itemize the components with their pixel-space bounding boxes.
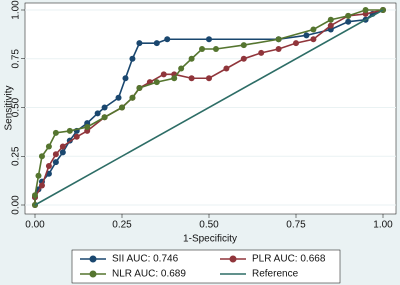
point [59,143,66,150]
y-axis-label: Sensitivity [4,85,15,130]
point [52,129,59,136]
point [115,94,122,101]
point [119,104,125,111]
point [101,114,108,121]
legend-marker [229,255,237,263]
point [153,40,160,47]
point [52,159,59,166]
point [240,55,247,62]
legend-marker [89,255,97,263]
x-axis-label: 1-Specificity [183,234,237,245]
point [206,75,212,82]
legend-label: Reference [252,269,299,280]
series-line [34,9,384,206]
point [160,71,167,78]
point [73,133,80,140]
point [38,153,45,160]
point [171,75,178,82]
point [303,32,310,39]
point [327,16,334,23]
x-tick-label: 0.00 [25,220,45,231]
point [32,192,38,199]
point [129,55,136,62]
legend-label: NLR AUC: 0.689 [112,269,186,280]
y-tick-label: 0.25 [11,146,22,166]
point [101,104,108,111]
point [38,182,45,189]
point [129,94,136,101]
point [345,18,352,25]
point [293,40,299,47]
point [310,36,317,43]
point [275,36,282,43]
point [240,42,247,49]
point [52,151,59,158]
point [153,79,160,86]
legend-label: PLR AUC: 0.668 [252,254,326,265]
point [206,36,212,43]
point [362,7,369,13]
y-tick-label: 0.50 [11,97,22,117]
point [45,163,52,169]
y-tick-label: 0.00 [11,195,22,215]
point [188,55,195,62]
point [199,46,206,52]
x-tick-label: 1.00 [373,220,393,231]
point [94,110,101,117]
point [258,49,265,56]
point [212,46,219,52]
y-tick-label: 0.75 [11,49,22,69]
point [310,26,317,33]
legend-marker [89,270,97,278]
point [223,65,230,72]
legend-label: SII AUC: 0.746 [112,254,179,265]
point [275,46,282,52]
point [136,85,143,91]
point [84,124,91,130]
point [122,75,129,82]
point [59,149,66,156]
point [178,65,185,72]
y-tick-label: 1.00 [11,0,22,20]
point [327,22,334,29]
point [188,75,195,82]
legend [71,249,341,284]
point [66,127,73,134]
point [35,172,42,179]
point [164,36,171,43]
x-tick-label: 0.75 [286,220,306,231]
point [45,143,52,150]
x-tick-label: 0.25 [112,220,132,231]
point [345,12,352,19]
point [136,40,143,47]
x-tick-label: 0.50 [199,220,219,231]
